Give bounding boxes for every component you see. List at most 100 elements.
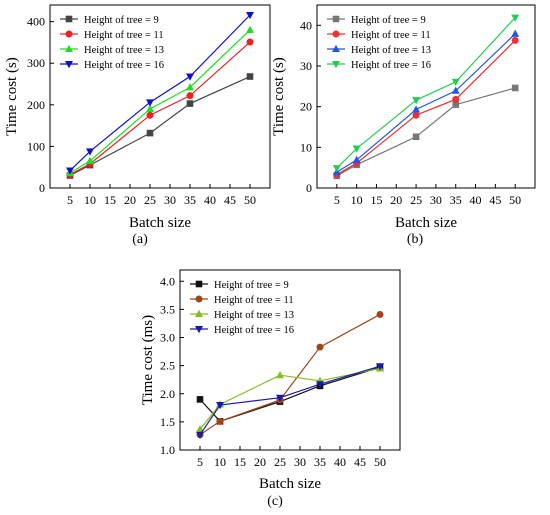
legend: Height of tree = 9 Height of tree = 11 Hei… — [60, 15, 164, 71]
y-tick-label: 30 — [300, 59, 312, 73]
data-point — [511, 14, 520, 22]
data-point — [196, 431, 204, 440]
y-tick-label: 400 — [27, 15, 45, 29]
data-point — [452, 101, 460, 108]
legend-marker — [195, 280, 203, 288]
legend-marker — [65, 15, 73, 23]
x-tick-label: 30 — [294, 455, 306, 469]
series-3 — [332, 14, 520, 173]
data-point — [86, 156, 94, 164]
data-point — [146, 129, 154, 137]
legend-label: Height of tree = 13 — [84, 45, 164, 56]
y-tick-label: 200 — [27, 98, 45, 112]
y-axis-title: Time cost (s) — [271, 57, 287, 136]
x-tick-label: 45 — [224, 193, 236, 207]
x-tick-label: 15 — [234, 455, 246, 469]
x-tick-label: 30 — [430, 193, 442, 207]
data-point — [352, 155, 361, 163]
data-point — [146, 111, 154, 119]
data-point — [316, 343, 324, 351]
data-point — [186, 92, 194, 100]
data-point — [146, 99, 154, 107]
x-tick-label: 15 — [370, 193, 382, 207]
x-tick-label: 35 — [184, 193, 196, 207]
legend-marker — [65, 44, 73, 52]
y-tick-label: 3.5 — [160, 302, 175, 316]
series-0 — [333, 84, 519, 180]
legend-label: Height of tree = 9 — [214, 280, 289, 291]
data-point — [452, 95, 460, 103]
panel-label: (c) — [267, 494, 283, 509]
legend-label: Height of tree = 11 — [214, 295, 294, 306]
y-tick-label: 20 — [300, 100, 312, 114]
data-point — [511, 36, 519, 44]
legend-label: Height of tree = 13 — [351, 45, 431, 56]
legend-marker — [195, 309, 203, 317]
x-tick-label: 35 — [450, 193, 462, 207]
data-point — [246, 73, 254, 80]
data-point — [186, 83, 194, 91]
series-0 — [66, 73, 254, 179]
legend: Height of tree = 9 Height of tree = 11 Hei… — [190, 280, 294, 336]
data-point — [146, 104, 154, 112]
legend: Height of tree = 9 Height of tree = 11 Hei… — [327, 15, 431, 71]
y-tick-label: 1.5 — [160, 415, 175, 429]
y-tick-label: 40 — [300, 18, 312, 32]
x-tick-label: 25 — [274, 455, 286, 469]
y-tick-label: 4.0 — [160, 274, 175, 288]
series-3 — [196, 363, 384, 440]
data-point — [412, 105, 421, 113]
data-point — [376, 310, 384, 318]
x-tick-label: 10 — [351, 193, 363, 207]
x-axis-title: Batch size — [259, 476, 321, 492]
x-tick-label: 40 — [470, 193, 482, 207]
legend-label: Height of tree = 16 — [214, 325, 294, 336]
plot-frame — [179, 269, 401, 451]
data-point — [276, 394, 284, 402]
data-point — [332, 165, 341, 173]
x-axis-title: Batch size — [129, 215, 191, 231]
plot-frame — [316, 4, 536, 189]
data-point — [66, 167, 74, 175]
chart-panel-1: 5 10 15 20 25 30 35 40 45 50 0 10 20 30 40 Batch size Ti… — [271, 4, 536, 247]
x-tick-label: 35 — [314, 455, 326, 469]
x-tick-label: 20 — [390, 193, 402, 207]
data-point — [412, 133, 420, 141]
x-tick-label: 5 — [67, 193, 73, 207]
x-tick-label: 30 — [164, 193, 176, 207]
panel-label: (b) — [407, 232, 424, 247]
y-tick-label: 3.0 — [160, 331, 175, 345]
data-point — [246, 38, 254, 46]
legend-marker — [195, 326, 203, 334]
data-point — [86, 148, 94, 156]
data-point — [511, 29, 520, 37]
data-point — [186, 73, 194, 81]
x-tick-label: 20 — [254, 455, 266, 469]
legend-marker — [332, 15, 340, 23]
chart-panel-2: 5 10 15 20 25 30 35 40 45 50 1.0 1.5 2.0 2.5 3.0 3.5 4.0… — [140, 269, 401, 509]
data-point — [196, 396, 204, 403]
x-tick-label: 40 — [204, 193, 216, 207]
y-tick-label: 300 — [27, 56, 45, 70]
series-line — [199, 367, 381, 430]
x-tick-label: 15 — [104, 193, 116, 207]
y-tick-label: 10 — [300, 140, 312, 154]
data-point — [352, 145, 361, 153]
data-point — [196, 424, 204, 433]
y-tick-label: 100 — [27, 139, 45, 153]
chart-panel-0: 5 10 15 20 25 30 35 40 45 50 0 100 200 300 400 Batch si… — [4, 4, 271, 247]
x-tick-label: 25 — [410, 193, 422, 207]
data-point — [412, 111, 420, 119]
legend-label: Height of tree = 11 — [351, 30, 431, 41]
legend-marker — [65, 61, 73, 69]
y-axis-title: Time cost (ms) — [140, 315, 156, 405]
legend-marker — [65, 30, 73, 38]
series-2 — [66, 25, 254, 177]
data-point — [186, 100, 194, 107]
data-point — [451, 86, 460, 94]
data-point — [246, 25, 254, 33]
legend-marker — [195, 295, 203, 303]
x-tick-label: 50 — [374, 455, 386, 469]
data-point — [216, 417, 224, 425]
